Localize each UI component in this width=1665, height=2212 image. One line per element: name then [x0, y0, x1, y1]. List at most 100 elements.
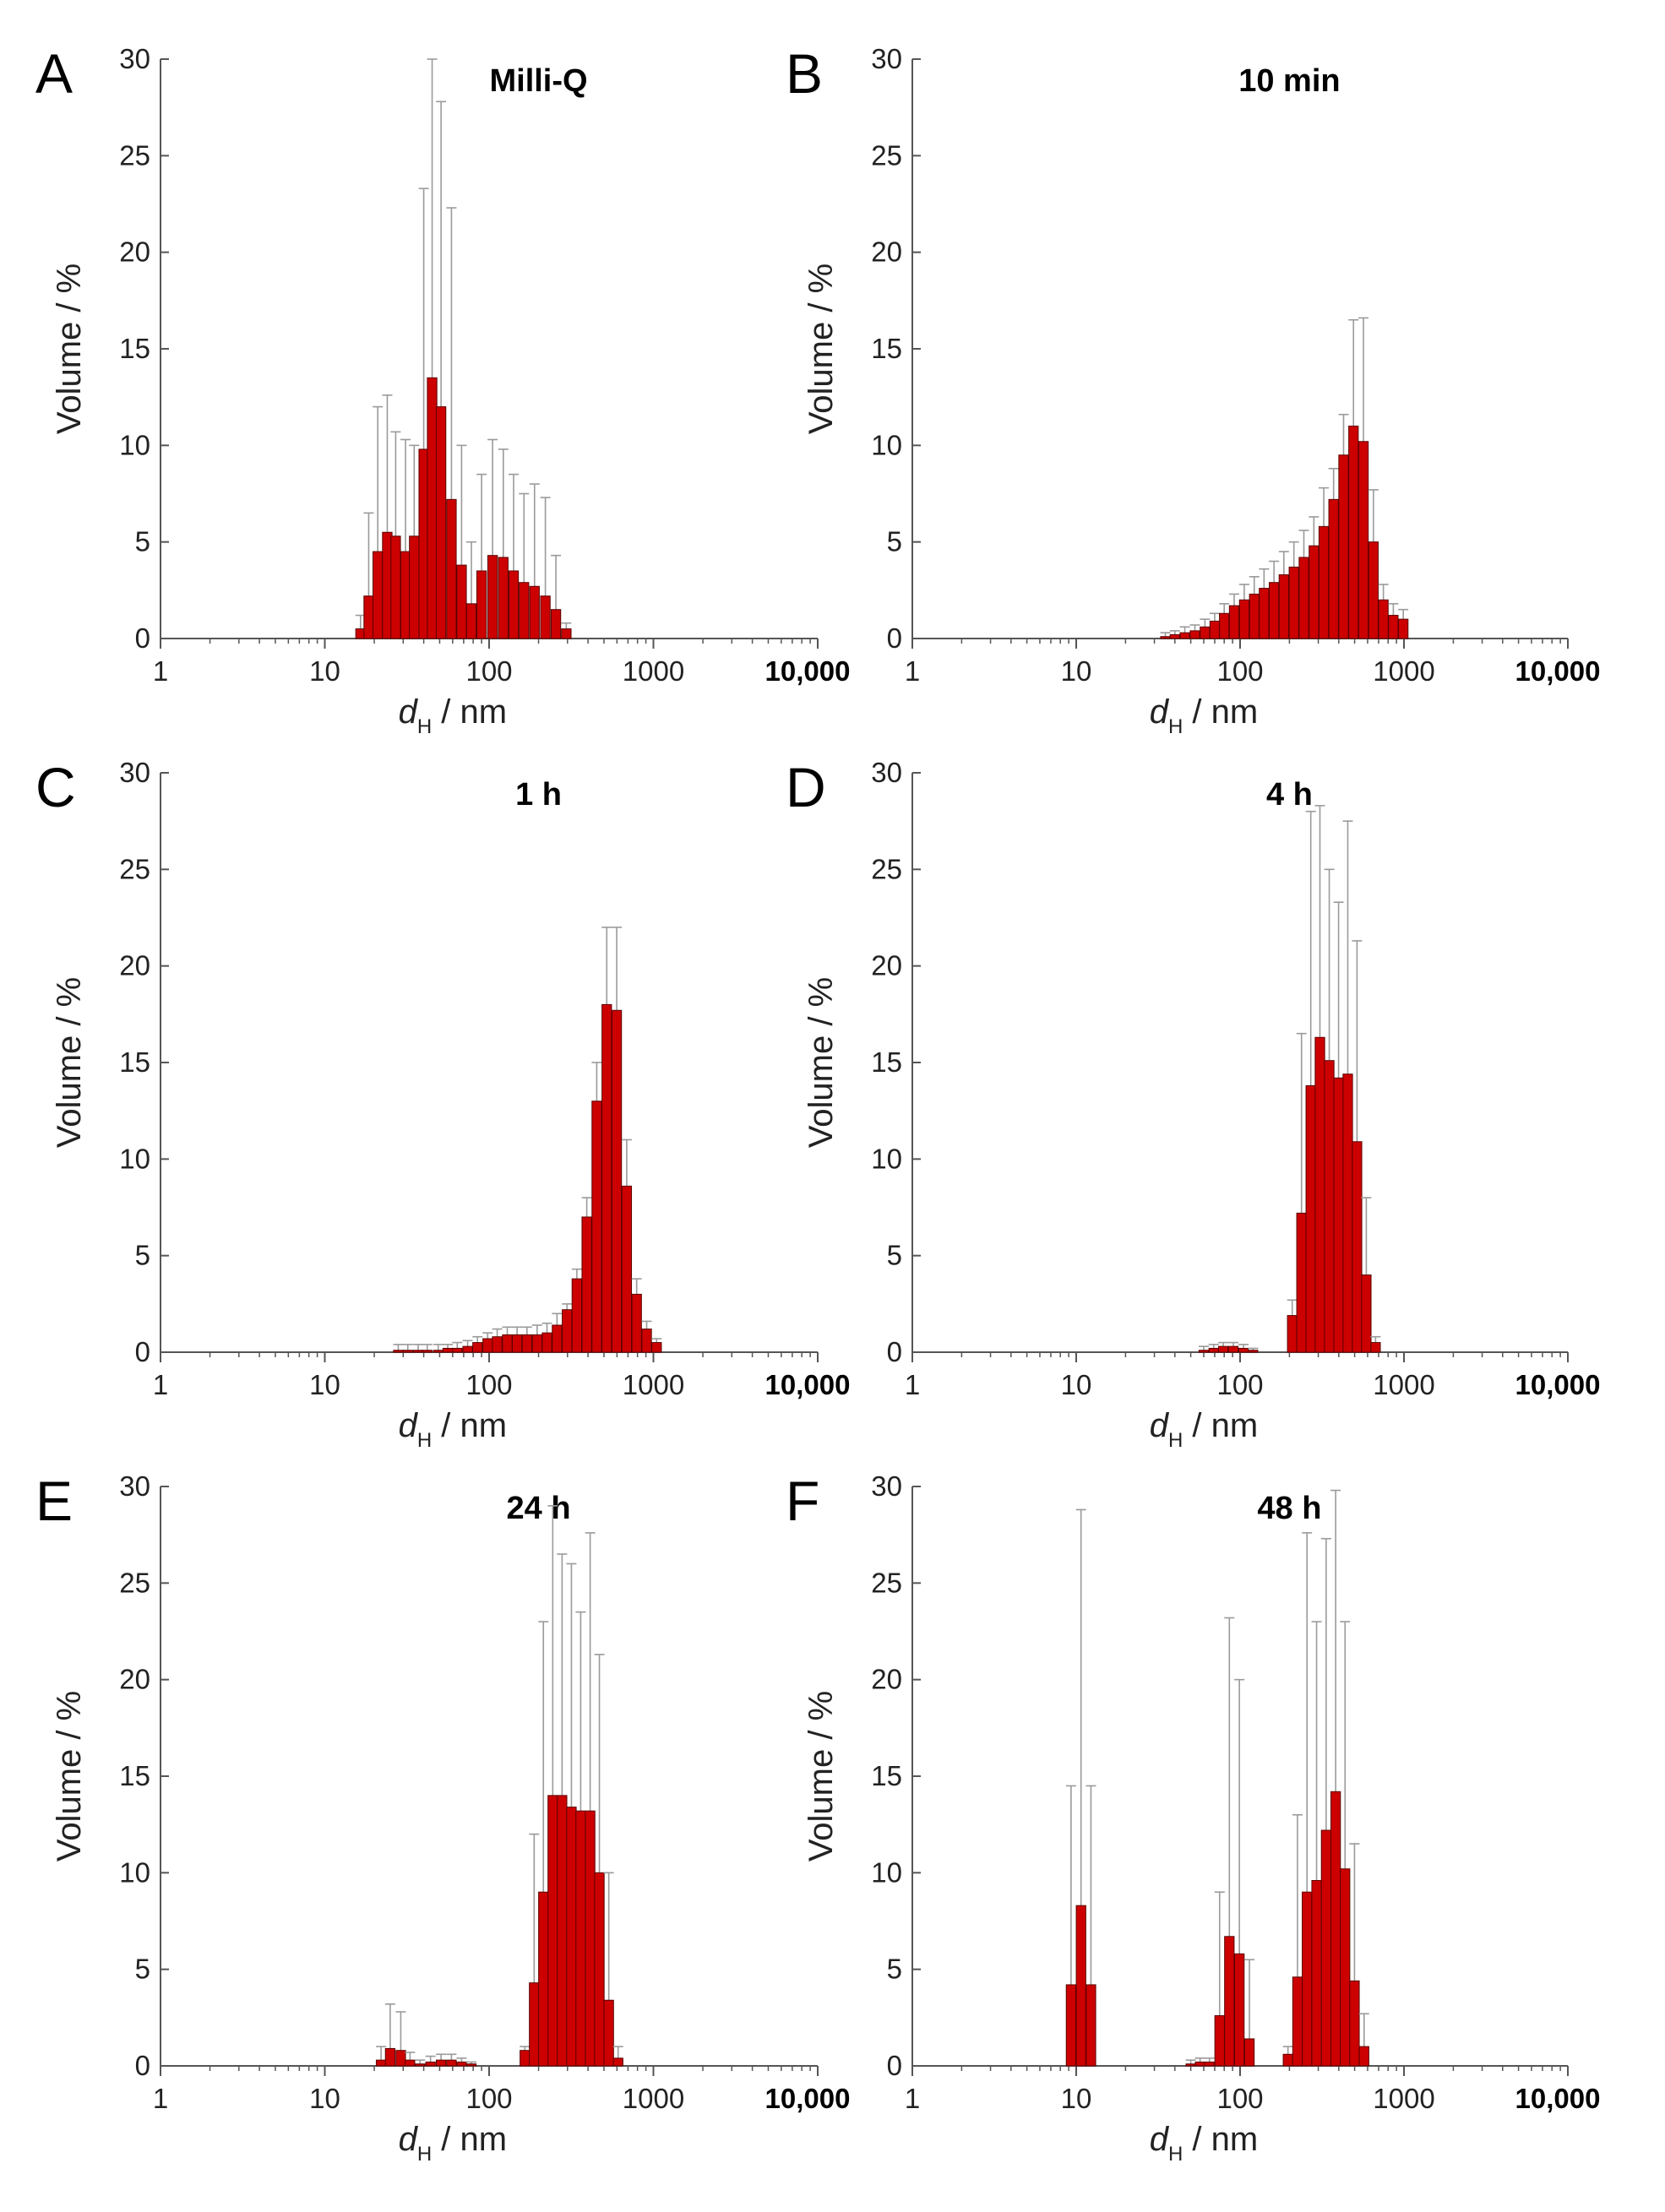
y-tick-label: 15 — [871, 333, 902, 364]
bar — [393, 1350, 404, 1353]
x-axis-label: dH / nm — [1150, 1407, 1259, 1452]
bar — [476, 570, 487, 639]
y-axis-label: Volume / % — [51, 977, 88, 1148]
bar — [462, 1345, 473, 1353]
y-tick-label: 0 — [887, 622, 902, 654]
x-axis-label-subscript: H — [417, 715, 432, 738]
bar — [402, 1350, 413, 1353]
bar — [520, 2050, 531, 2067]
y-tick-label: 20 — [119, 1664, 150, 1695]
bar — [1330, 1791, 1341, 2067]
bar — [1278, 574, 1289, 639]
x-axis-label: dH / nm — [399, 693, 508, 738]
panel-letter: A — [35, 42, 73, 105]
y-tick-label: 20 — [871, 950, 902, 981]
bar — [1314, 1036, 1325, 1353]
bar — [1065, 1984, 1077, 2067]
bar — [433, 1350, 443, 1353]
x-axis-label-subscript: H — [1168, 2143, 1183, 2166]
y-tick-label: 30 — [119, 1470, 150, 1502]
bar — [1268, 582, 1280, 639]
y-tick-label: 25 — [119, 1567, 150, 1598]
bar — [1288, 566, 1299, 639]
bar — [1320, 1829, 1331, 2067]
x-tick-label: 1000 — [1373, 1369, 1434, 1400]
y-tick-label: 30 — [119, 757, 150, 788]
bar — [1328, 498, 1339, 639]
y-axis-label: Volume / % — [803, 977, 840, 1148]
bar — [1282, 2053, 1293, 2067]
y-tick-label: 5 — [887, 1240, 902, 1271]
bar — [1204, 2061, 1215, 2067]
x-tick-label: 1000 — [623, 655, 684, 687]
x-tick-label: 10,000 — [765, 2083, 851, 2114]
bar — [531, 1334, 542, 1353]
y-tick-label: 20 — [871, 236, 902, 268]
bar — [1208, 1347, 1219, 1353]
panel-title: 48 h — [1257, 1491, 1321, 1526]
x-axis-label-symbol: d — [399, 693, 419, 731]
bar — [1361, 1274, 1372, 1353]
bar — [1169, 633, 1180, 639]
x-axis-label-subscript: H — [1168, 715, 1183, 738]
bar — [1358, 441, 1369, 639]
y-tick-label: 0 — [135, 622, 150, 654]
y-tick-label: 10 — [871, 1856, 902, 1888]
x-tick-label: 1000 — [1373, 655, 1434, 687]
bar — [1243, 2038, 1255, 2067]
bar — [552, 1324, 563, 1353]
bar — [519, 582, 530, 639]
bar — [405, 2059, 416, 2067]
bar — [1342, 1073, 1353, 1353]
bar — [1333, 1077, 1344, 1353]
bar — [1358, 2046, 1369, 2067]
y-tick-label: 15 — [871, 1046, 902, 1078]
y-tick-label: 25 — [119, 139, 150, 171]
x-tick-label: 10 — [309, 655, 340, 687]
y-tick-label: 30 — [871, 757, 902, 788]
bar — [1348, 425, 1359, 639]
bar — [446, 2059, 457, 2067]
x-tick-label: 1 — [153, 2083, 168, 2114]
panel-title: 10 min — [1238, 63, 1340, 99]
y-axis-label: Volume / % — [803, 1691, 840, 1861]
x-tick-label: 10,000 — [765, 655, 851, 687]
bar — [611, 1009, 623, 1353]
bar — [538, 1891, 549, 2067]
y-tick-label: 15 — [119, 1046, 150, 1078]
bar — [1368, 541, 1379, 639]
y-tick-label: 25 — [871, 1567, 902, 1598]
bar — [1259, 588, 1270, 639]
bar — [452, 1347, 463, 1353]
bar — [472, 1342, 483, 1353]
bar — [1200, 626, 1211, 639]
x-axis-label-unit: / nm — [1183, 693, 1258, 731]
x-tick-label: 10,000 — [765, 1369, 851, 1400]
y-tick-label: 0 — [135, 2050, 150, 2081]
bar — [395, 2050, 406, 2067]
bar — [1398, 618, 1409, 639]
x-tick-label: 100 — [1216, 2083, 1263, 2114]
bar — [566, 1807, 577, 2067]
bar — [1179, 632, 1190, 639]
bar — [1160, 636, 1171, 639]
x-axis-label-unit: / nm — [1183, 1407, 1258, 1444]
bar — [1189, 630, 1200, 639]
bar — [482, 1338, 493, 1353]
bar — [1185, 2063, 1196, 2067]
y-axis-label: Volume / % — [803, 264, 840, 434]
panel-letter: C — [35, 756, 76, 818]
bar — [1370, 1342, 1381, 1353]
panel-title: 4 h — [1266, 777, 1313, 813]
bar — [1292, 1976, 1303, 2067]
bar — [562, 1309, 573, 1353]
bar — [363, 595, 374, 639]
x-axis-label: dH / nm — [399, 2121, 508, 2166]
panel-b: B 10 min 0 5 10 15 20 25 30 1 10 100 1000 10,000 Volum… — [786, 42, 1600, 738]
y-tick-label: 30 — [119, 43, 150, 74]
bar — [581, 1216, 592, 1353]
bar — [1238, 1347, 1249, 1353]
bar — [529, 1982, 540, 2067]
y-tick-label: 0 — [135, 1336, 150, 1367]
bar — [550, 609, 562, 639]
